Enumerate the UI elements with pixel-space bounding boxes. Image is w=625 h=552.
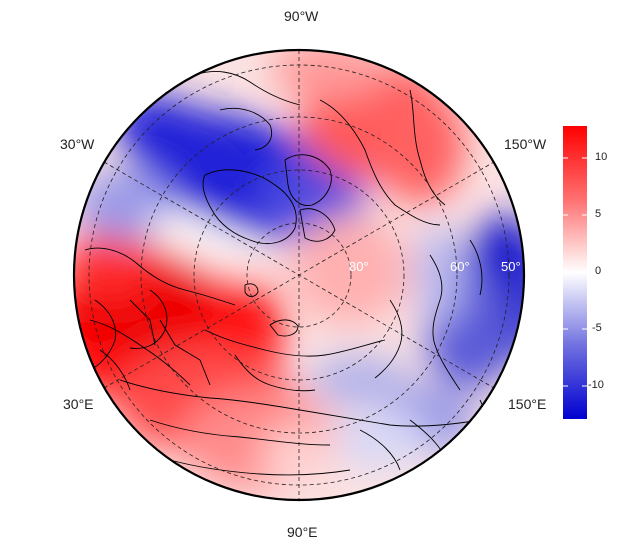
colorbar-tick-label: 5 <box>595 208 602 220</box>
coastlines <box>84 71 487 476</box>
latitude-label-80: 80° <box>349 259 369 274</box>
latitude-label-50: 50° <box>501 259 521 274</box>
colorbar-ticks <box>563 157 587 387</box>
meridian-label-bottom: 90°E <box>287 524 318 540</box>
anomaly-field <box>74 50 524 500</box>
meridian-label-lower-left: 30°E <box>63 396 94 412</box>
colorbar-tick-label: -5 <box>592 322 602 334</box>
colorbar-tick-label: -10 <box>588 379 604 391</box>
meridian-label-lower-right: 150°E <box>508 396 547 412</box>
latitude-label-60: 60° <box>450 259 470 274</box>
colorbar-tick-label: 0 <box>595 265 602 277</box>
meridian-label-upper-left: 30°W <box>60 136 95 152</box>
meridian-lines <box>103 50 495 500</box>
map-border <box>72 48 526 502</box>
meridian-label-upper-right: 150°W <box>504 136 547 152</box>
colorbar-tick-label: 10 <box>595 151 608 163</box>
meridian-label-top: 90°W <box>284 8 319 24</box>
